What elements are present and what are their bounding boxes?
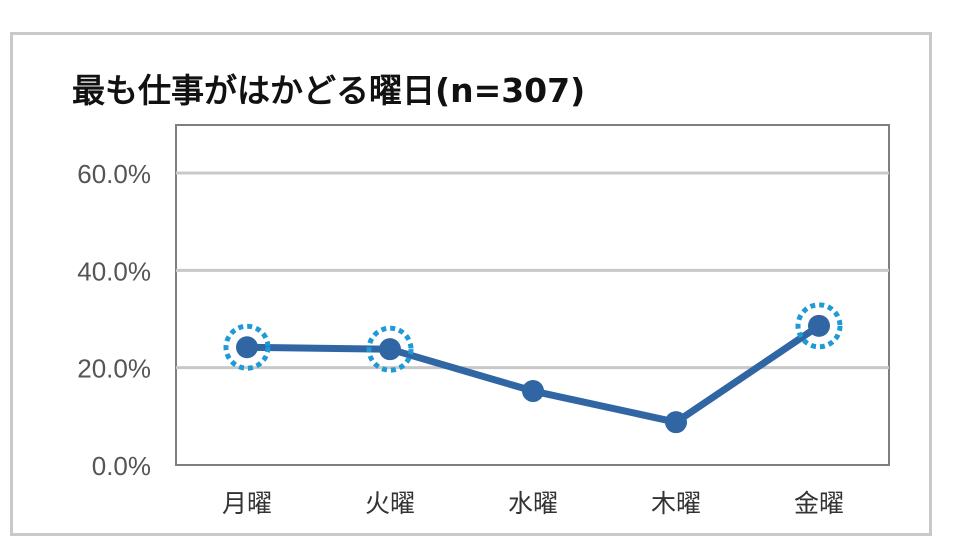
x-tick-label: 月曜 xyxy=(222,489,272,518)
y-tick-label: 0.0% xyxy=(92,451,151,481)
x-tick-label: 金曜 xyxy=(794,489,844,518)
x-tick-label: 火曜 xyxy=(365,489,415,518)
y-tick-label: 20.0% xyxy=(77,354,151,384)
data-point xyxy=(379,338,401,361)
series-line xyxy=(243,322,823,426)
y-tick-label: 40.0% xyxy=(77,256,151,286)
chart-frame xyxy=(10,32,932,536)
highlight-ring xyxy=(366,325,414,373)
x-axis-ticks: 月曜 火曜 水曜 木曜 金曜 xyxy=(222,489,844,518)
highlight-ring xyxy=(795,302,843,350)
gridlines xyxy=(176,171,889,466)
x-tick-label: 水曜 xyxy=(508,489,558,518)
data-point xyxy=(808,314,830,337)
x-tick-label: 木曜 xyxy=(651,489,701,518)
highlight-ring xyxy=(223,323,271,371)
plot-area xyxy=(175,124,890,466)
chart-title: 最も仕事がはかどる曜日(n=307) xyxy=(72,71,586,110)
series-line-group xyxy=(223,302,843,434)
data-point xyxy=(236,336,258,359)
data-point xyxy=(665,411,687,434)
y-axis-ticks: 0.0% 20.0% 40.0% 60.0% xyxy=(77,159,151,481)
y-tick-label: 60.0% xyxy=(77,159,151,189)
data-point xyxy=(522,380,544,403)
